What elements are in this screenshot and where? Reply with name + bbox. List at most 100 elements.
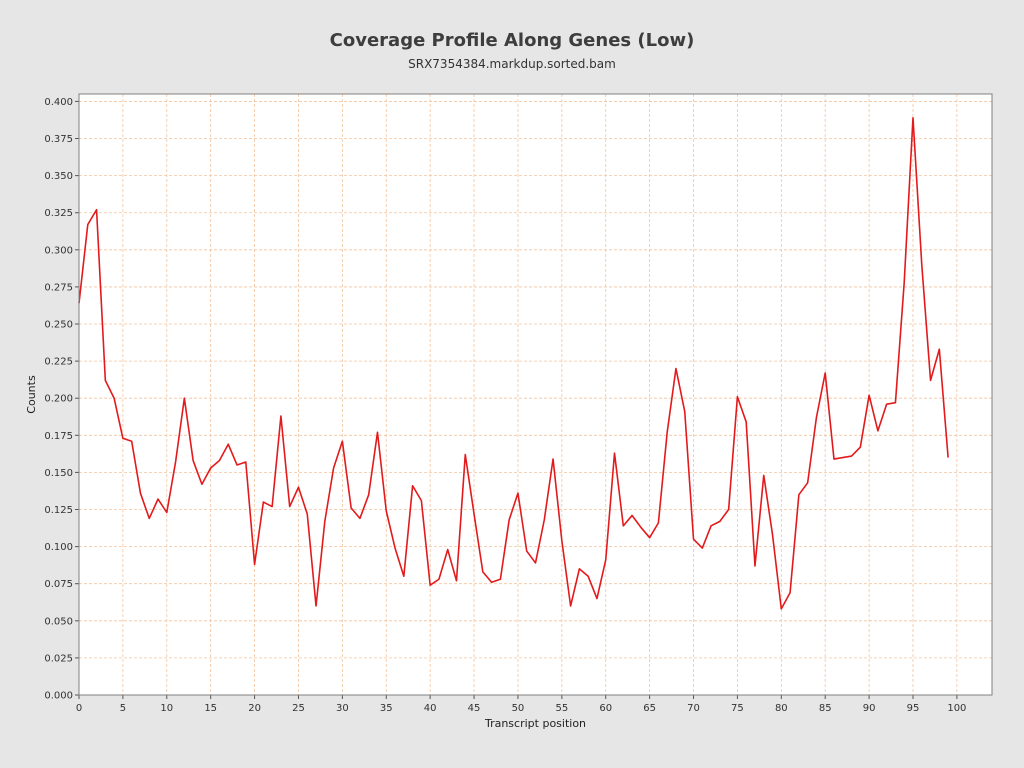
- y-tick-label: 0.200: [44, 394, 73, 405]
- data-point: [763, 475, 764, 476]
- x-tick-label: 10: [160, 703, 173, 714]
- data-point: [517, 493, 518, 494]
- x-tick-label: 40: [424, 703, 437, 714]
- data-point: [623, 525, 624, 526]
- data-point: [842, 457, 843, 458]
- data-point: [772, 534, 773, 535]
- data-point: [149, 518, 150, 519]
- data-point: [535, 562, 536, 563]
- data-point: [939, 349, 940, 350]
- data-point: [614, 453, 615, 454]
- data-point: [588, 576, 589, 577]
- x-tick-label: 50: [512, 703, 525, 714]
- x-tick-label: 20: [248, 703, 261, 714]
- chart-title: Coverage Profile Along Genes (Low): [329, 30, 695, 51]
- y-tick-label: 0.325: [44, 208, 73, 219]
- y-tick-label: 0.225: [44, 357, 73, 368]
- data-point: [87, 224, 88, 225]
- data-point: [930, 380, 931, 381]
- data-point: [798, 494, 799, 495]
- data-point: [342, 441, 343, 442]
- data-point: [719, 521, 720, 522]
- data-point: [184, 398, 185, 399]
- data-point: [781, 608, 782, 609]
- y-tick-label: 0.125: [44, 505, 73, 516]
- data-point: [474, 513, 475, 514]
- data-point: [886, 404, 887, 405]
- x-tick-label: 80: [775, 703, 788, 714]
- data-point: [833, 459, 834, 460]
- data-point: [649, 537, 650, 538]
- data-point: [693, 539, 694, 540]
- data-point: [254, 564, 255, 565]
- data-point: [904, 282, 905, 283]
- y-tick-label: 0.350: [44, 171, 73, 182]
- y-tick-label: 0.100: [44, 542, 73, 553]
- data-point: [245, 462, 246, 463]
- data-point: [667, 432, 668, 433]
- data-point: [430, 585, 431, 586]
- data-point: [579, 568, 580, 569]
- data-point: [351, 508, 352, 509]
- data-point: [605, 559, 606, 560]
- data-point: [684, 411, 685, 412]
- x-axis-label: Transcript position: [484, 717, 586, 730]
- data-point: [825, 372, 826, 373]
- x-tick-label: 60: [599, 703, 612, 714]
- data-point: [570, 605, 571, 606]
- y-tick-label: 0.075: [44, 579, 73, 590]
- data-point: [737, 396, 738, 397]
- y-tick-label: 0.400: [44, 97, 73, 108]
- data-point: [746, 421, 747, 422]
- data-point: [596, 598, 597, 599]
- data-point: [790, 592, 791, 593]
- data-point: [711, 525, 712, 526]
- data-point: [421, 500, 422, 501]
- data-point: [860, 447, 861, 448]
- data-point: [324, 521, 325, 522]
- data-point: [131, 441, 132, 442]
- data-point: [201, 484, 202, 485]
- y-tick-label: 0.050: [44, 616, 73, 627]
- data-point: [210, 467, 211, 468]
- y-tick-label: 0.300: [44, 245, 73, 256]
- data-point: [298, 487, 299, 488]
- data-point: [500, 579, 501, 580]
- series-line: [78, 116, 949, 610]
- x-tick-label: 25: [292, 703, 305, 714]
- data-point: [237, 464, 238, 465]
- data-point: [114, 398, 115, 399]
- data-point: [456, 580, 457, 581]
- data-point: [289, 506, 290, 507]
- data-point: [702, 548, 703, 549]
- data-point: [377, 432, 378, 433]
- y-tick-label: 0.250: [44, 320, 73, 331]
- data-point: [219, 460, 220, 461]
- data-point: [561, 540, 562, 541]
- data-point: [553, 459, 554, 460]
- data-point: [912, 117, 913, 118]
- data-point: [105, 380, 106, 381]
- data-point: [465, 454, 466, 455]
- data-point: [632, 515, 633, 516]
- data-point: [447, 549, 448, 550]
- data-point: [403, 576, 404, 577]
- y-tick-label: 0.150: [44, 468, 73, 479]
- x-tick-label: 90: [863, 703, 876, 714]
- data-point: [395, 548, 396, 549]
- data-point: [228, 444, 229, 445]
- x-tick-label: 85: [819, 703, 832, 714]
- data-point: [869, 395, 870, 396]
- data-point: [921, 264, 922, 265]
- data-point: [166, 512, 167, 513]
- x-tick-label: 70: [687, 703, 700, 714]
- data-point: [526, 551, 527, 552]
- x-tick-label: 45: [468, 703, 481, 714]
- data-point: [307, 513, 308, 514]
- data-point: [948, 457, 949, 458]
- data-point: [807, 482, 808, 483]
- data-point: [316, 605, 317, 606]
- x-tick-label: 65: [643, 703, 656, 714]
- x-tick-label: 0: [76, 703, 82, 714]
